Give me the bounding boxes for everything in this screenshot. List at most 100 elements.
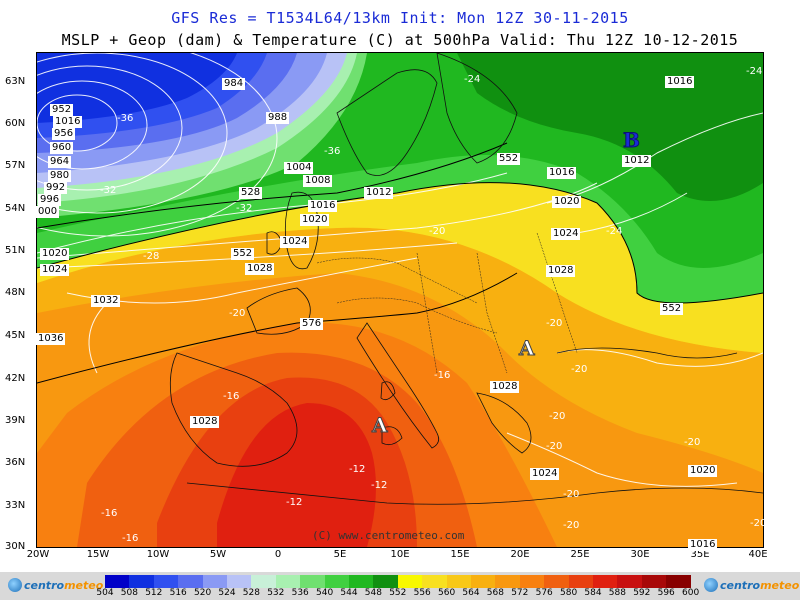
- color-scale-tick: 536: [291, 588, 309, 598]
- lat-label: 39N: [5, 415, 26, 426]
- color-scale-tick: 512: [145, 588, 163, 598]
- color-swatch: [471, 575, 496, 588]
- isobar-label: 1016: [547, 167, 577, 179]
- lon-label: 25E: [570, 549, 590, 560]
- color-scale-tick: 528: [242, 588, 260, 598]
- color-scale-tick: 552: [389, 588, 407, 598]
- isobar-label: 1012: [622, 155, 652, 167]
- centrometeo-logo-left: centro meteo: [8, 574, 103, 596]
- isobar-label: 1020: [40, 248, 70, 260]
- isobar-label: 1028: [190, 416, 220, 428]
- geopotential-label: 576: [300, 318, 324, 330]
- isobar-label: 956: [52, 128, 76, 140]
- lon-label: 5E: [333, 549, 347, 560]
- isobar-label: 000: [36, 206, 60, 218]
- isobar-label: 952: [50, 104, 74, 116]
- color-swatch: [641, 575, 667, 588]
- temperature-label: -24: [606, 226, 623, 237]
- color-scale-tick: 592: [633, 588, 651, 598]
- lon-label: 40E: [748, 549, 768, 560]
- color-scale-tick: 520: [194, 588, 212, 598]
- color-swatch: [153, 575, 179, 588]
- isobar-label: 996: [38, 194, 62, 206]
- color-scale-tick: 596: [657, 588, 675, 598]
- lon-label: 15W: [86, 549, 110, 560]
- temperature-label: -36: [117, 113, 134, 124]
- weather-map[interactable]: [36, 52, 764, 548]
- isobar-label: 1024: [551, 228, 581, 240]
- high-pressure-marker: A: [519, 336, 536, 361]
- lon-label: 10W: [146, 549, 170, 560]
- color-scale-tick: 516: [169, 588, 187, 598]
- color-scale-tick: 556: [413, 588, 431, 598]
- lat-label: 33N: [5, 500, 26, 511]
- color-swatch: [495, 575, 521, 588]
- color-scale-bar: centro meteo centro meteo 504 508 512 516 520 5…: [0, 572, 800, 600]
- color-swatch: [397, 575, 423, 588]
- color-scale-tick: 532: [267, 588, 285, 598]
- centrometeo-logo-right: centro meteo: [704, 574, 799, 596]
- isobar-label: 1008: [303, 175, 333, 187]
- isobar-label: 1024: [530, 468, 560, 480]
- color-scale-tick: 504: [96, 588, 114, 598]
- geopotential-label: 552: [497, 153, 521, 165]
- temperature-label: -24: [746, 66, 763, 77]
- lat-label: 51N: [5, 245, 26, 256]
- temperature-label: -20: [546, 318, 563, 329]
- temperature-label: -12: [286, 497, 303, 508]
- lon-label: 20W: [26, 549, 50, 560]
- lon-label: 0: [274, 549, 282, 560]
- high-pressure-marker: A: [372, 413, 389, 438]
- isobar-label: 1020: [300, 214, 330, 226]
- isobar-label: 980: [48, 170, 72, 182]
- lat-label: 54N: [5, 203, 26, 214]
- isobar-label: 964: [48, 156, 72, 168]
- temperature-label: -12: [371, 480, 388, 491]
- lat-label: 60N: [5, 118, 26, 129]
- color-swatch: [568, 575, 594, 588]
- temperature-label: -20: [429, 226, 446, 237]
- lat-label: 45N: [5, 330, 26, 341]
- isobar-label: 1016: [688, 539, 718, 551]
- isobar-label: 1016: [308, 200, 338, 212]
- geopotential-label: 552: [231, 248, 255, 260]
- lat-label: 30N: [5, 541, 26, 552]
- color-swatch: [129, 575, 155, 588]
- temperature-label: -16: [122, 533, 139, 544]
- low-pressure-marker: B: [623, 128, 641, 153]
- color-scale-tick: 564: [462, 588, 480, 598]
- logo-accent-text: meteo: [64, 578, 104, 592]
- lon-label: 20E: [510, 549, 530, 560]
- isobar-label: 1028: [245, 263, 275, 275]
- color-scale-tick: 524: [218, 588, 236, 598]
- isobar-label: 988: [266, 112, 290, 124]
- color-swatch: [202, 575, 228, 588]
- color-swatch: [373, 575, 399, 588]
- color-swatch: [593, 575, 618, 588]
- isobar-label: 1032: [91, 295, 121, 307]
- color-swatch: [105, 575, 130, 588]
- temperature-label: -32: [236, 203, 253, 214]
- isobar-label: 1020: [688, 465, 718, 477]
- color-scale-tick: 508: [120, 588, 138, 598]
- isobar-label: 1028: [490, 381, 520, 393]
- color-scale-tick: 568: [486, 588, 504, 598]
- isobar-label: 1016: [665, 76, 695, 88]
- isobar-label: 960: [50, 142, 74, 154]
- color-swatch: [617, 575, 643, 588]
- globe-icon: [704, 578, 718, 592]
- isobar-label: 984: [222, 78, 246, 90]
- color-scale-tick: 544: [340, 588, 358, 598]
- geopotential-label: 552: [660, 303, 684, 315]
- lon-label: 5W: [209, 549, 227, 560]
- temperature-label: -20: [563, 489, 580, 500]
- lon-label: 35E: [690, 549, 710, 560]
- color-scale-tick: 560: [438, 588, 456, 598]
- globe-icon: [8, 578, 22, 592]
- temperature-label: -20: [750, 518, 767, 529]
- temperature-label: -12: [349, 464, 366, 475]
- temperature-label: -20: [684, 437, 701, 448]
- temperature-label: -20: [563, 520, 580, 531]
- temperature-label: -20: [546, 441, 563, 452]
- isobar-label: 1016: [53, 116, 83, 128]
